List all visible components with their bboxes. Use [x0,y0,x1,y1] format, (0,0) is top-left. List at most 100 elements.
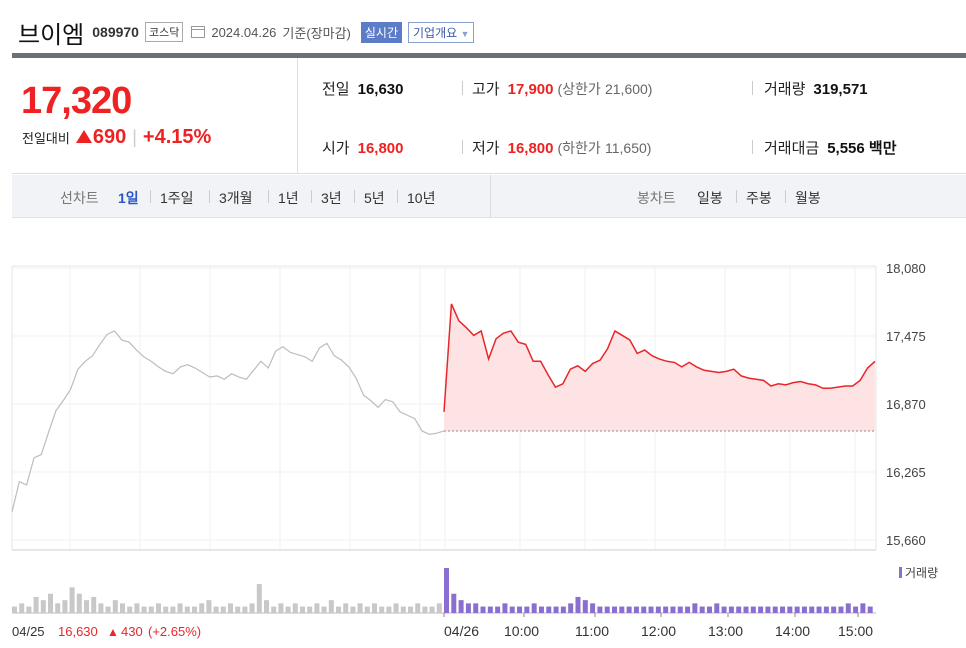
volume-bar-prev [98,603,104,613]
y-tick-label: 16,265 [886,465,926,480]
volume-bar-prev [177,603,183,613]
volume-bar-prev [156,603,161,613]
volume-bar-today [750,606,756,613]
volume-bar-today [582,600,588,613]
volume-bar-prev [120,603,125,613]
volume-bar-today [838,606,844,613]
volume-bar-prev [199,603,205,613]
price-chart[interactable]: 18,080 17,475 16,870 16,265 15,660 거래량 04/26… [0,218,966,648]
as-of-text: 기준(장마감) [282,25,351,41]
volume-bar-prev [148,606,154,613]
period-bar: 선차트 1일 1주일 3개월 1년 3년 5년 10년 봉차트 일봉 주봉 월봉 [12,175,966,218]
volume-bar-prev [422,606,428,613]
company-overview-button[interactable]: 기업개요 ▼ [408,21,475,43]
volume-bar-today [728,606,734,613]
volume-legend-swatch [899,567,902,578]
period-separator [150,190,151,203]
volume-bar-prev [379,606,385,613]
period-separator [785,190,786,203]
volume-bar-prev [206,600,212,613]
volume-bar-prev [264,600,269,613]
x-tick-label: 12:00 [641,623,676,639]
high-price: 고가 17,900 (상한가 21,600) [472,78,652,99]
up-triangle-icon [75,130,92,143]
volume-bar-today [619,606,625,613]
volume-bar-prev [328,600,334,613]
period-1w-tab[interactable]: 1주일 [160,190,194,206]
high-value: 17,900 [507,81,554,98]
period-bar-divider [490,175,491,218]
change-abs-value: 690 [92,126,127,148]
volume-bar-prev [170,606,176,613]
today-area-fill [444,303,875,431]
volume-bar-today [794,606,800,613]
volume-bar-prev [220,606,226,613]
volume-bar-prev [112,600,118,613]
volume-bar-prev [249,603,255,613]
line-chart-label: 선차트 [60,190,99,206]
volume-bar-prev [408,606,413,613]
volume-bar-prev [242,606,248,613]
prev-up-triangle-icon: ▲ [107,625,119,639]
volume-bar-today [465,603,471,613]
volume-bar-prev [76,593,82,613]
today-series [443,303,876,432]
x-tick-label: 15:00 [838,623,873,639]
x-tick-label: 13:00 [708,623,743,639]
period-separator [311,190,312,203]
volume-bar-today [765,606,771,613]
quote-summary: 17,320 전일대비 690 | +4.15% 전일 16,630 고가 17,9… [12,58,966,174]
prev-close-value: 16,630 [357,81,404,98]
y-tick-label: 17,475 [886,329,926,344]
volume-bar-today [801,606,807,613]
volume-bar-prev [235,606,241,613]
candle-weekly-tab[interactable]: 주봉 [746,190,772,206]
volume-bar-today [706,606,712,613]
stock-name: 브이엠 [18,21,85,49]
period-1d-tab[interactable]: 1일 [118,190,139,206]
stat-separator [462,81,463,95]
volume-bar-today [641,606,647,613]
volume-bar-today [560,606,566,613]
chart-grid [11,265,877,551]
period-separator [736,190,737,203]
period-3y-tab[interactable]: 3년 [321,190,342,206]
volume-bar-prev [429,606,435,613]
volume-bar-today [568,603,574,613]
volume-bars: 거래량 [12,566,938,614]
volume-bar-today [780,606,786,613]
volume-bar-prev [213,606,219,613]
realtime-button[interactable]: 실시간 [360,21,403,43]
volume-bar-prev [278,603,284,613]
candle-daily-tab[interactable]: 일봉 [697,190,723,206]
volume-bar-prev [357,603,363,613]
volume-bar-prev [372,603,377,613]
period-3m-tab[interactable]: 3개월 [219,190,253,206]
volume-bar-today [451,593,457,613]
volume-bar-today [538,606,544,613]
prev-close: 전일 16,630 [322,78,404,99]
prev-day-line [11,330,445,513]
volume-bar-prev [33,596,39,613]
period-10y-tab[interactable]: 10년 [407,190,436,206]
open-label: 시가 [322,140,350,157]
change-abs: 690 [75,126,127,149]
prev-change-value: 430 [121,624,143,639]
stock-code: 089970 [92,24,139,40]
period-separator [397,190,398,203]
volume-bar-prev [141,606,147,613]
period-separator [354,190,355,203]
volume-bar-today [546,606,552,613]
volume-bar-today [714,603,720,613]
volume-bar-today [473,603,479,613]
period-1y-tab[interactable]: 1년 [278,190,299,206]
period-5y-tab[interactable]: 5년 [364,190,385,206]
quote-date: 2024.04.26 [211,24,277,40]
volume-bar-today [772,606,778,613]
low-price: 저가 16,800 (하한가 11,650) [472,137,651,158]
candle-monthly-tab[interactable]: 월봉 [795,190,821,206]
volume-bar-today [743,606,749,613]
volume-bar-prev [364,606,370,613]
y-tick-label: 16,870 [886,397,926,412]
volume-bar-today [867,606,873,613]
